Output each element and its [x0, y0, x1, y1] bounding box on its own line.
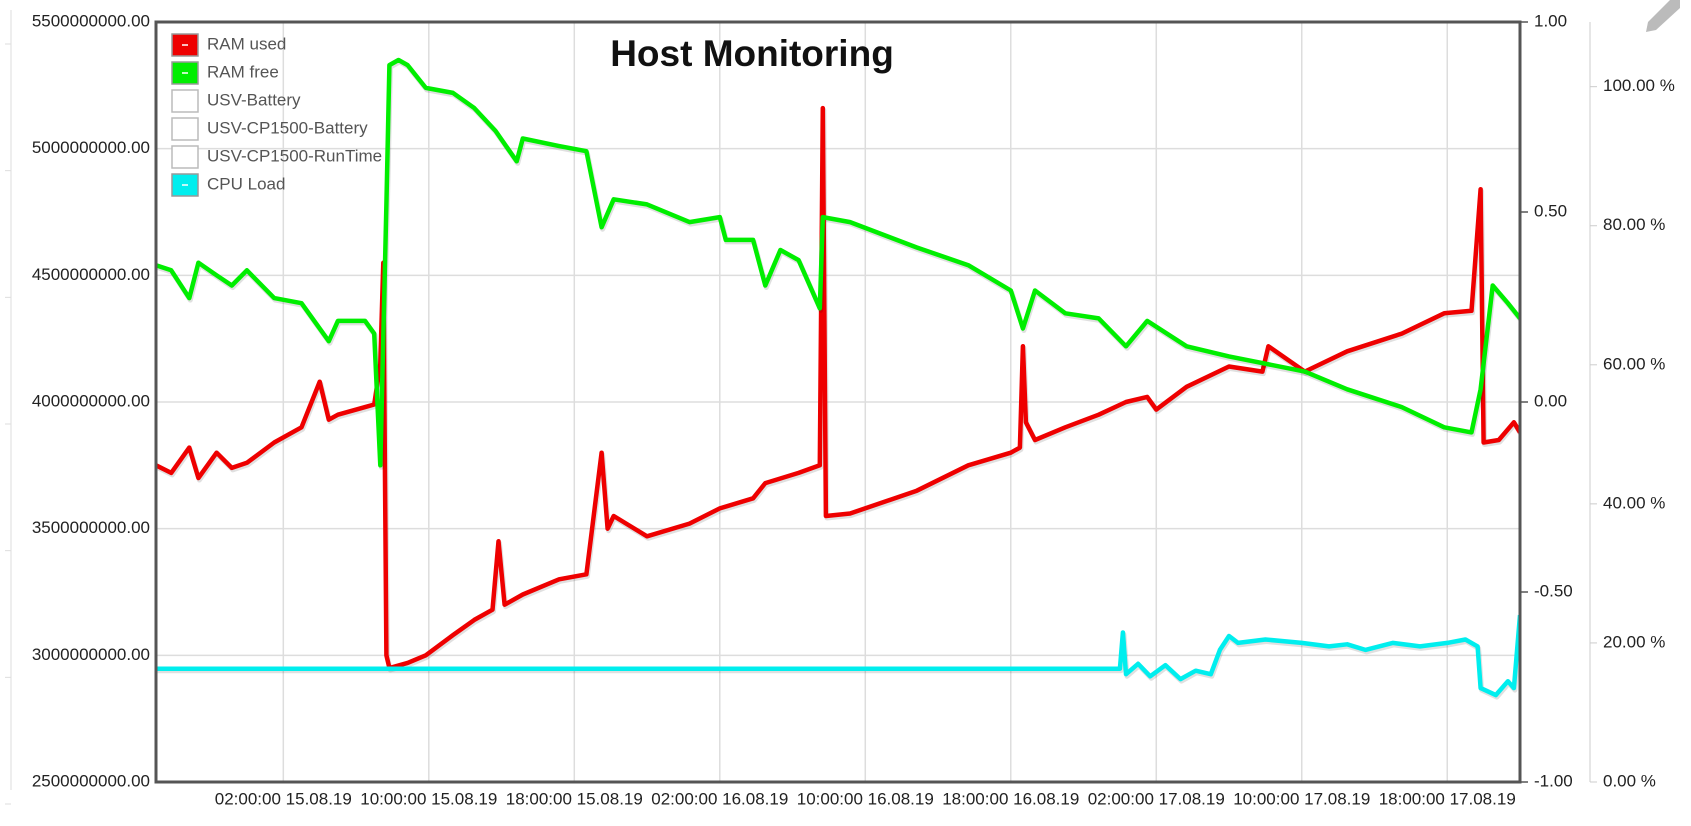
x-tick-label: 10:00:00 16.08.19 [797, 789, 934, 808]
y2-tick-label: 1.00 [1534, 11, 1567, 30]
legend-label: USV-CP1500-Battery [207, 118, 368, 137]
legend-item[interactable]: RAM free [171, 61, 279, 85]
series-line [156, 57, 1520, 468]
y3-tick-label: 20.00 % [1603, 632, 1665, 651]
y3-tick-label: 60.00 % [1603, 354, 1665, 373]
series-line [156, 105, 1520, 671]
series-line [156, 614, 1520, 698]
y2-tick-label: 0.00 [1534, 391, 1567, 410]
y-tick-label: 5000000000.00 [32, 138, 150, 157]
legend-label: RAM used [207, 34, 286, 53]
y-tick-label: 5500000000.00 [32, 11, 150, 30]
y3-tick-label: 40.00 % [1603, 493, 1665, 512]
legend-label: USV-Battery [207, 90, 301, 109]
legend: RAM used RAM free USV-Battery USV-CP1500-Ba… [171, 33, 382, 197]
y3-tick-label: 0.00 % [1603, 771, 1656, 790]
y3-tick-label: 100.00 % [1603, 76, 1675, 95]
x-tick-label: 18:00:00 15.08.19 [506, 789, 643, 808]
y-tick-label: 3000000000.00 [32, 645, 150, 664]
y2-tick-label: -0.50 [1534, 581, 1573, 600]
x-tick-label: 10:00:00 17.08.19 [1233, 789, 1370, 808]
plot-lines [156, 57, 1520, 700]
legend-item[interactable]: RAM used [171, 33, 286, 57]
y3-tick-label: 80.00 % [1603, 215, 1665, 234]
x-tick-label: 02:00:00 15.08.19 [215, 789, 352, 808]
y2-tick-label: 0.50 [1534, 201, 1567, 220]
legend-swatch [171, 145, 199, 169]
x-tick-label: 02:00:00 17.08.19 [1088, 789, 1225, 808]
legend-swatch [171, 89, 199, 113]
legend-label: RAM free [207, 62, 279, 81]
axes: 02:00:00 15.08.19 10:00:00 15.08.19 18:00:… [5, 11, 1675, 808]
y2-tick-label: -1.00 [1534, 771, 1573, 790]
x-tick-label: 02:00:00 16.08.19 [651, 789, 788, 808]
x-tick-label: 18:00:00 16.08.19 [942, 789, 1079, 808]
chart-title: Host Monitoring [610, 33, 894, 74]
legend-label: CPU Load [207, 174, 285, 193]
legend-item[interactable]: USV-CP1500-Battery [171, 117, 368, 141]
legend-label: USV-CP1500-RunTime [207, 146, 382, 165]
x-tick-label: 18:00:00 17.08.19 [1379, 789, 1516, 808]
legend-item[interactable]: USV-Battery [171, 89, 301, 113]
legend-item[interactable]: CPU Load [171, 173, 285, 197]
x-tick-label: 10:00:00 15.08.19 [360, 789, 497, 808]
legend-item[interactable]: USV-CP1500-RunTime [171, 145, 382, 169]
y-tick-label: 3500000000.00 [32, 518, 150, 537]
y-tick-label: 4000000000.00 [32, 391, 150, 410]
y-tick-label: 4500000000.00 [32, 265, 150, 284]
y-tick-label: 2500000000.00 [32, 771, 150, 790]
edit-icon[interactable] [1646, 0, 1680, 32]
legend-swatch [171, 117, 199, 141]
